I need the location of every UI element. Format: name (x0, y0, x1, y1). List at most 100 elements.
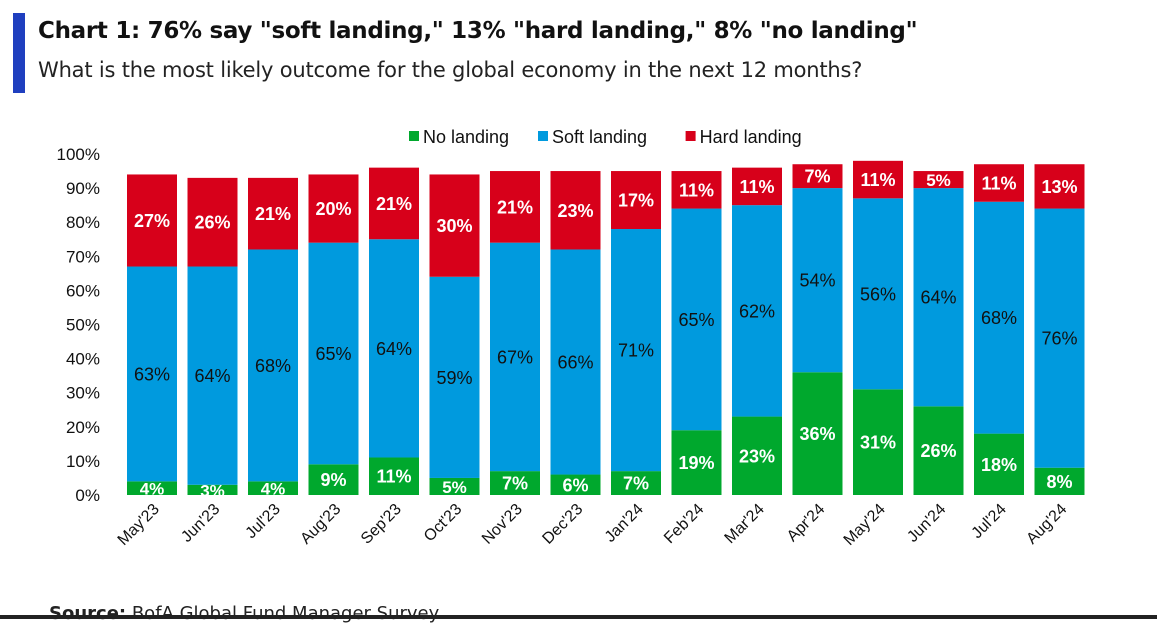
y-tick-label: 100% (57, 145, 100, 164)
bar-segment (671, 208, 722, 431)
data-label: 23% (557, 201, 593, 221)
data-label: 62% (739, 301, 775, 321)
bar-segment (611, 471, 661, 495)
x-tick-label: Nov'23 (479, 501, 526, 548)
bar-segment (853, 389, 903, 495)
bar-segment (611, 229, 661, 472)
data-label: 19% (678, 453, 714, 473)
x-tick-label: Jun'23 (178, 501, 223, 546)
x-tick-label: Dec'23 (539, 501, 586, 548)
x-tick-label: Mar'24 (722, 501, 768, 547)
bar-segment (974, 433, 1024, 495)
data-label: 71% (618, 341, 654, 361)
data-label: 66% (557, 353, 593, 373)
bar-segment (671, 171, 722, 209)
y-tick-label: 20% (66, 418, 100, 437)
x-tick-label: Apr'24 (784, 501, 828, 545)
chart-subtitle: What is the most likely outcome for the … (38, 58, 863, 82)
data-label: 11% (739, 177, 774, 197)
data-label: 4% (261, 480, 286, 499)
bar-segment (792, 188, 843, 373)
data-label: 7% (502, 474, 528, 494)
x-tick-label: Feb'24 (661, 501, 707, 547)
bar-segment (127, 481, 177, 495)
data-label: 3% (200, 481, 225, 500)
data-label: 64% (920, 288, 956, 308)
source-text: BofA Global Fund Manager Survey (126, 603, 440, 624)
data-label: 76% (1041, 329, 1077, 349)
bar-segment (187, 177, 238, 267)
data-label: 6% (562, 475, 588, 495)
bar-segment (127, 266, 177, 482)
bar-segment (248, 177, 298, 250)
bar-segment (1034, 208, 1085, 468)
data-label: 26% (920, 441, 956, 461)
bar-segment (369, 239, 419, 458)
legend-label: Soft landing (552, 127, 647, 147)
data-label: 64% (376, 339, 412, 359)
bar-segment (490, 471, 540, 495)
data-label: 11% (376, 467, 411, 487)
bar-segment (853, 198, 903, 390)
bar-segment (913, 406, 964, 495)
bar-segment (550, 474, 601, 495)
data-label: 18% (981, 455, 1017, 475)
bar-segment (1034, 164, 1085, 209)
data-label: 26% (194, 213, 230, 233)
data-label: 27% (134, 211, 170, 231)
data-label: 5% (926, 171, 951, 190)
data-label: 21% (497, 197, 533, 217)
y-tick-label: 60% (66, 281, 100, 300)
bar-segment (369, 457, 419, 495)
bar-segment (671, 430, 722, 495)
data-label: 59% (436, 368, 472, 388)
bar-segment (974, 164, 1024, 202)
legend-swatch (538, 131, 548, 141)
title-accent-bar (13, 13, 25, 93)
bar-segment (429, 477, 480, 495)
data-label: 67% (497, 347, 533, 367)
bar-segment (550, 171, 601, 250)
data-label: 21% (376, 194, 412, 214)
data-label: 4% (140, 480, 165, 499)
data-label: 63% (134, 364, 170, 384)
data-label: 7% (623, 474, 649, 494)
bar-segment (732, 205, 782, 417)
data-label: 17% (618, 191, 654, 211)
data-label: 31% (860, 433, 896, 453)
x-tick-label: May'23 (115, 501, 163, 549)
x-tick-label: Jul'24 (969, 501, 1010, 542)
x-tick-label: Aug'23 (297, 501, 344, 548)
y-tick-label: 0% (75, 486, 100, 505)
bar-segment (974, 201, 1024, 434)
bar-segment (913, 188, 964, 407)
bar-segment (429, 174, 480, 277)
data-label: 65% (678, 310, 714, 330)
y-tick-label: 80% (66, 213, 100, 232)
bar-segment (1034, 467, 1085, 495)
data-label: 68% (255, 356, 291, 376)
y-tick-label: 50% (66, 316, 100, 335)
source-label: Source: (49, 603, 127, 624)
x-tick-label: May'24 (841, 501, 889, 549)
data-label: 11% (981, 173, 1016, 193)
data-label: 7% (804, 167, 830, 187)
y-tick-label: 10% (66, 452, 100, 471)
y-tick-label: 90% (66, 179, 100, 198)
data-label: 65% (315, 344, 351, 364)
data-label: 30% (436, 216, 472, 236)
bar-segment (853, 160, 903, 199)
bar-segment (187, 266, 238, 485)
data-label: 5% (442, 478, 467, 497)
bar-segment (792, 372, 843, 495)
legend-swatch (685, 131, 696, 141)
legend-label: Hard landing (700, 127, 802, 147)
x-tick-label: Aug'24 (1023, 501, 1070, 548)
bar-segment (490, 171, 540, 243)
data-label: 13% (1041, 177, 1077, 197)
bar-segment (187, 484, 238, 495)
bar-segment (792, 164, 843, 189)
x-tick-label: Jan'24 (602, 501, 647, 546)
x-tick-label: Oct'23 (421, 501, 465, 545)
legend-label: No landing (423, 127, 509, 147)
